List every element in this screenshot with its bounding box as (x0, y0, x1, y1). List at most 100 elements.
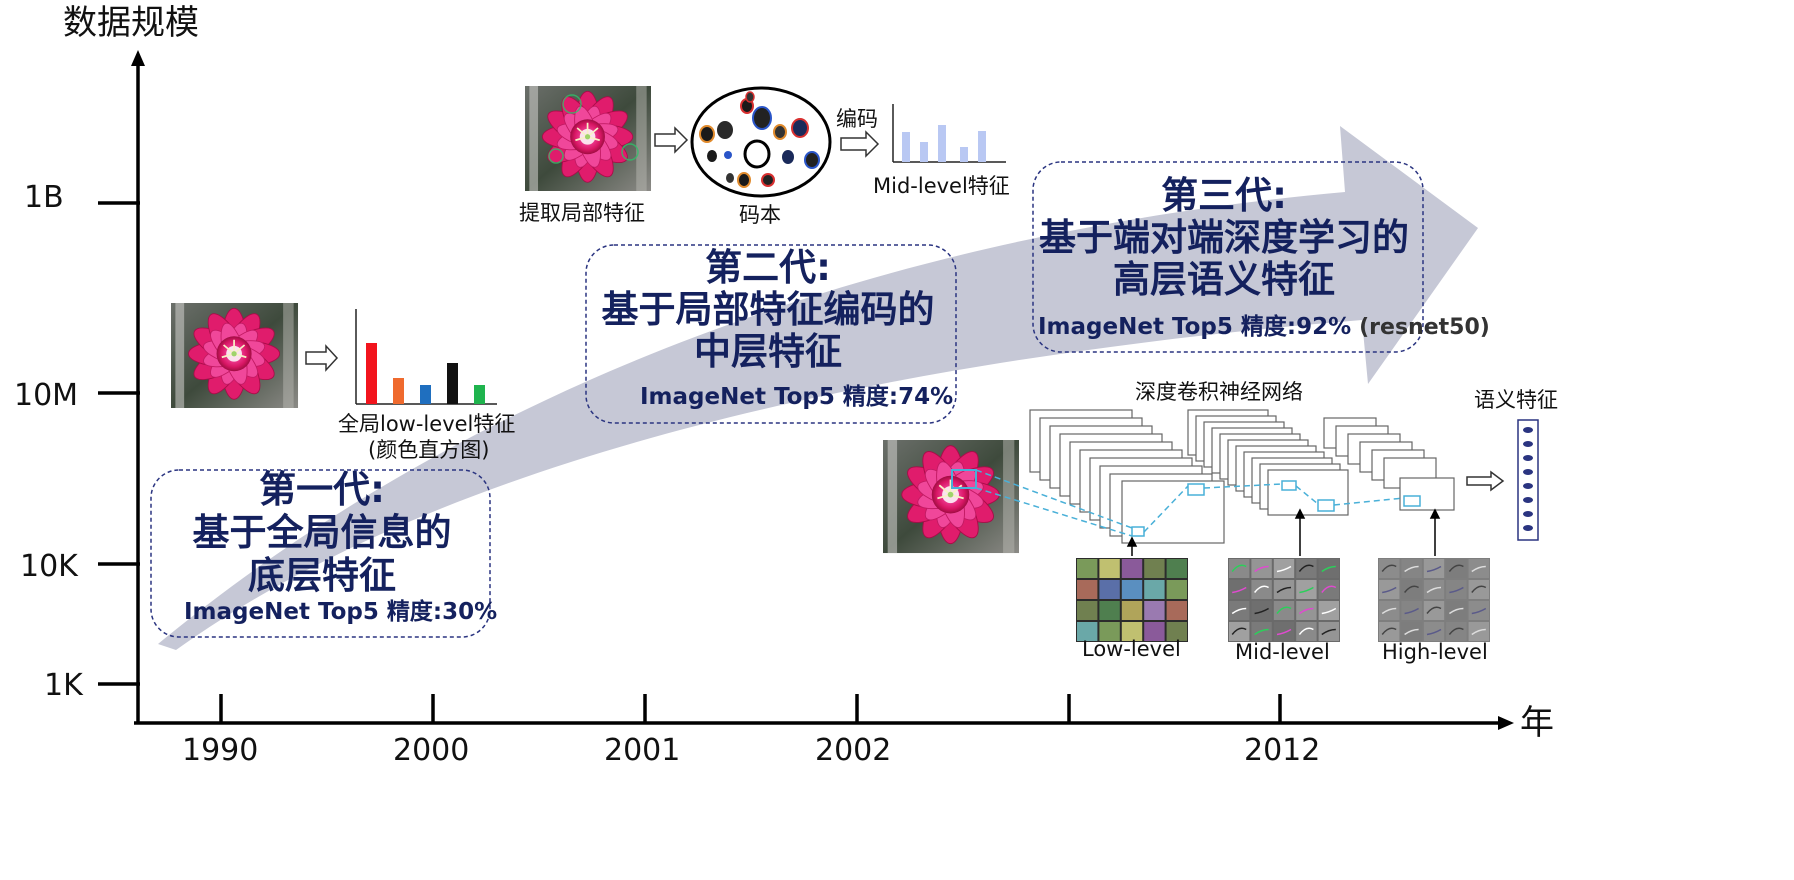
gen1-caption-line1: 全局low-level特征 (338, 412, 515, 436)
mid-hist-bar (978, 131, 986, 162)
mid-level-filters (1228, 558, 1340, 642)
filter-cell (1296, 622, 1317, 641)
filter-stroke (1231, 627, 1247, 635)
y-tick-1b: 1B (24, 180, 64, 215)
filter-stroke (1404, 585, 1419, 593)
x-tick-1990: 1990 (182, 733, 258, 768)
filter-cell (1273, 559, 1295, 578)
gen3-accuracy-value: ImageNet Top5 精度:92% (1038, 313, 1351, 340)
cnn-label: 深度卷积神经网络 (1135, 380, 1303, 404)
x-tick-2012: 2012 (1244, 733, 1320, 768)
filter-cell (1296, 559, 1317, 578)
filter-cell (1273, 622, 1295, 641)
filter-stroke (1426, 628, 1442, 636)
y-tick-1k: 1K (44, 668, 84, 703)
filter-stroke (1471, 565, 1486, 573)
filter-cell (1099, 580, 1120, 599)
gen1-title-line2: 基于全局信息的 (193, 511, 452, 554)
filter-cell (1229, 559, 1250, 578)
filter-stroke (1321, 628, 1336, 636)
mid-hist-bar (902, 132, 910, 162)
x-axis (134, 694, 1514, 730)
filter-stroke (1276, 628, 1292, 636)
gen2-title-line2: 基于局部特征编码的 (602, 288, 935, 331)
filter-cell (1446, 622, 1467, 641)
filter-cell (1077, 580, 1098, 599)
gen2-box (585, 244, 957, 424)
high-level-filters (1378, 558, 1490, 642)
filter-cell (1077, 601, 1098, 620)
filter-cell (1121, 559, 1143, 578)
high-level-label: High-level (1382, 640, 1488, 664)
gen3-title-line1: 第三代: (1161, 174, 1287, 217)
filter-cell (1273, 601, 1295, 620)
filter-stroke (1426, 586, 1442, 594)
filter-cell (1166, 601, 1187, 620)
y-axis (98, 50, 145, 724)
filter-cell (1401, 580, 1422, 599)
gen1-flower-photo (170, 302, 299, 409)
low-level-label: Low-level (1082, 637, 1181, 661)
gen2-arrow-icon-1 (654, 126, 689, 154)
filter-stroke (1426, 606, 1442, 614)
hist-bar-green (474, 385, 485, 404)
mid-hist-bar (960, 147, 968, 162)
filter-stroke (1254, 565, 1269, 573)
filter-cell (1379, 580, 1400, 599)
gen1-title-line3: 底层特征 (248, 554, 396, 597)
gen2-flower-photo (524, 85, 652, 192)
filter-stroke (1404, 628, 1419, 636)
filter-stroke (1448, 627, 1464, 635)
gen3-title-line3: 高层语义特征 (1113, 258, 1335, 301)
filter-stroke (1471, 585, 1487, 593)
filter-stroke (1298, 564, 1314, 572)
evolution-arrow (158, 126, 1478, 650)
filter-stroke (1382, 586, 1397, 594)
filter-stroke (1448, 564, 1464, 572)
filter-cell (1251, 601, 1272, 620)
filter-cell (1077, 559, 1098, 578)
filter-cell (1296, 580, 1317, 599)
gen2-title-line1: 第二代: (705, 246, 831, 289)
filter-cell (1446, 559, 1467, 578)
gen2-title-line3: 中层特征 (694, 330, 842, 373)
low-level-filters (1076, 558, 1188, 642)
feature-vector-icon (1517, 419, 1539, 541)
filter-cell (1144, 622, 1165, 641)
gen1-arrow-icon (305, 344, 339, 372)
filter-cell (1121, 601, 1143, 620)
filter-stroke (1448, 607, 1464, 615)
gen1-caption-line2: (颜色直方图) (368, 438, 489, 462)
mid-level-label: Mid-level (1235, 640, 1330, 664)
gen3-box (1032, 161, 1424, 353)
filter-stroke (1299, 586, 1314, 594)
filter-cell (1423, 559, 1445, 578)
filter-cell (1446, 580, 1467, 599)
filter-stroke (1276, 565, 1292, 573)
filter-cell (1423, 622, 1445, 641)
semantic-feature-label: 语义特征 (1474, 388, 1558, 412)
gen1-accuracy: ImageNet Top5 精度:30% (184, 598, 497, 625)
x-tick-2000: 2000 (393, 733, 469, 768)
hist-bar-red (366, 343, 377, 404)
gen3-flower-photo (882, 439, 1020, 554)
filter-cell (1166, 580, 1187, 599)
filter-cell (1144, 601, 1165, 620)
filter-cell (1121, 580, 1143, 599)
filter-cell (1379, 622, 1400, 641)
gen1-title-line1: 第一代: (259, 468, 385, 511)
filter-stroke (1471, 628, 1486, 636)
filter-stroke (1254, 607, 1269, 615)
cnn-layer-stack (1029, 409, 1455, 544)
filter-stroke (1321, 565, 1336, 573)
filter-stroke (1381, 627, 1397, 635)
filter-stroke (1298, 607, 1314, 615)
gen3-title-line2: 基于端对端深度学习的 (1039, 216, 1409, 259)
filter-cell (1166, 622, 1187, 641)
filter-cell (1144, 580, 1165, 599)
y-axis-title: 数据规模 (63, 3, 199, 43)
filter-cell (1423, 601, 1445, 620)
filter-stroke (1426, 565, 1442, 573)
hist-bar-blue (420, 385, 431, 404)
